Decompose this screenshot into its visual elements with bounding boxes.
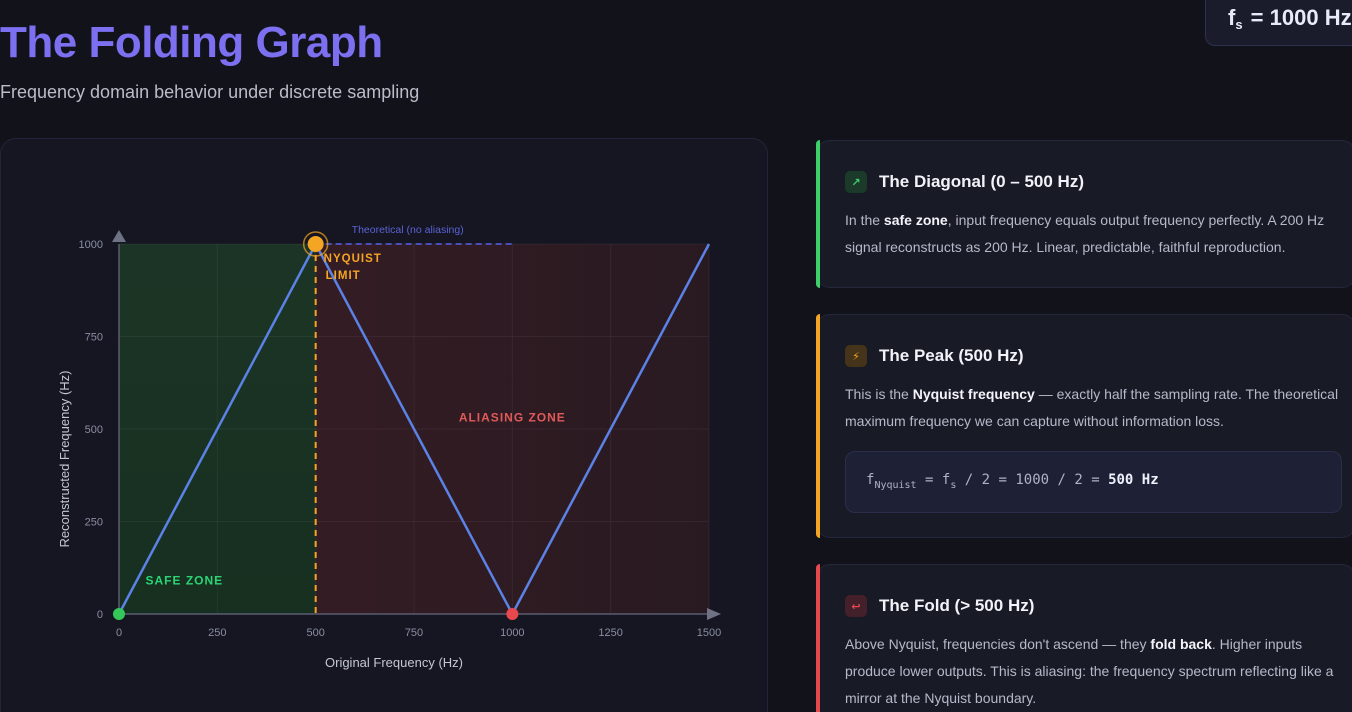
y-axis-label: Reconstructed Frequency (Hz) [57, 370, 72, 547]
card-accent [816, 314, 820, 538]
bold-text: Nyquist frequency [912, 386, 1035, 402]
formula-result: 500 Hz [1108, 472, 1159, 488]
x-tick-label: 1000 [500, 627, 524, 639]
card-title: The Diagonal (0 – 500 Hz) [879, 172, 1084, 191]
text-segment: — exactly half the sampling rate. The th… [845, 386, 1339, 429]
card-title: The Fold (> 500 Hz) [879, 596, 1035, 615]
text-segment: Above Nyquist, frequencies don't ascend … [845, 636, 1151, 652]
y-axis-arrow-icon [112, 230, 126, 242]
theoretical-label: Theoretical (no aliasing) [352, 224, 464, 236]
card-header: ⚡ The Peak (500 Hz) [845, 345, 1024, 367]
folding-graph-chart: 0 250 500 750 1000 1250 1500 0 250 500 750 1000 Orig… [57, 224, 721, 670]
card-peak: ⚡ The Peak (500 Hz) This is the Nyquist … [816, 314, 1352, 538]
card-diagonal: ↗ The Diagonal (0 – 500 Hz) In the safe … [816, 140, 1352, 288]
x-axis-arrow-icon [707, 608, 721, 620]
x-tick-label: 1250 [598, 627, 622, 639]
text-segment: . Higher inputs produce lower outputs. T… [845, 636, 1334, 706]
lightning-icon: ⚡ [845, 345, 867, 367]
badge-sub: s [1235, 17, 1243, 32]
card-text: This is the Nyquist frequency — exactly … [845, 381, 1345, 435]
x-tick-label: 500 [306, 627, 324, 639]
aliasing-zone-label: ALIASING ZONE [459, 411, 566, 425]
return-arrow-icon: ↩ [845, 595, 867, 617]
card-title: The Peak (500 Hz) [879, 346, 1024, 365]
nyquist-limit-label: LIMIT [326, 270, 361, 282]
card-text: Above Nyquist, frequencies don't ascend … [845, 631, 1345, 712]
formula-mid-b: / 2 = 1000 / 2 = [956, 472, 1109, 488]
sampling-rate-badge: fs = 1000 Hz [1205, 0, 1352, 46]
card-header: ↗ The Diagonal (0 – 500 Hz) [845, 171, 1084, 193]
safe-zone-label: SAFE ZONE [145, 573, 223, 587]
x-tick-label: 0 [116, 627, 122, 639]
nyquist-limit-label: NYQUIST [324, 253, 382, 265]
fold-zero-marker [506, 608, 519, 620]
card-header: ↩ The Fold (> 500 Hz) [845, 595, 1034, 617]
badge-rest: = 1000 Hz [1244, 5, 1352, 30]
page-title: The Folding Graph [0, 18, 383, 67]
page-subtitle: Frequency domain behavior under discrete… [0, 82, 420, 102]
formula-f-sub: Nyquist [874, 479, 917, 491]
peak-marker-ring [302, 231, 329, 257]
aliasing-zone-area [315, 244, 709, 614]
text-segment: , input frequency equals output frequenc… [845, 212, 1325, 255]
x-tick-label: 250 [208, 627, 226, 639]
arrow-up-right-icon: ↗ [845, 171, 867, 193]
text-segment: This is the [845, 386, 913, 402]
y-tick-label: 0 [97, 609, 103, 621]
y-tick-label: 500 [85, 424, 103, 436]
card-accent [816, 564, 820, 712]
y-tick-label: 750 [85, 332, 103, 344]
formula-mid-sub: s [950, 479, 957, 491]
card-text: In the safe zone, input frequency equals… [845, 207, 1345, 261]
card-fold: ↩ The Fold (> 500 Hz) Above Nyquist, fre… [816, 564, 1352, 712]
folding-series-line [117, 242, 711, 616]
y-tick-label: 250 [85, 517, 103, 529]
chart-card: 0 250 500 750 1000 1250 1500 0 250 500 750 1000 Orig… [0, 138, 768, 712]
bold-text: safe zone [883, 212, 948, 228]
bold-text: fold back [1150, 636, 1212, 652]
badge-f: f [1228, 5, 1236, 30]
x-tick-label: 1500 [697, 627, 721, 639]
y-tick-label: 1000 [79, 239, 103, 251]
formula-f: f [866, 472, 875, 488]
x-axis-label: Original Frequency (Hz) [325, 655, 463, 670]
peak-marker [307, 236, 324, 252]
card-accent [816, 140, 820, 288]
formula-mid-a: = f [916, 472, 951, 488]
x-tick-label: 750 [405, 627, 423, 639]
origin-marker [113, 608, 125, 620]
text-segment: In the [845, 212, 884, 228]
nyquist-formula: fNyquist = fs / 2 = 1000 / 2 = 500 Hz [845, 451, 1342, 513]
